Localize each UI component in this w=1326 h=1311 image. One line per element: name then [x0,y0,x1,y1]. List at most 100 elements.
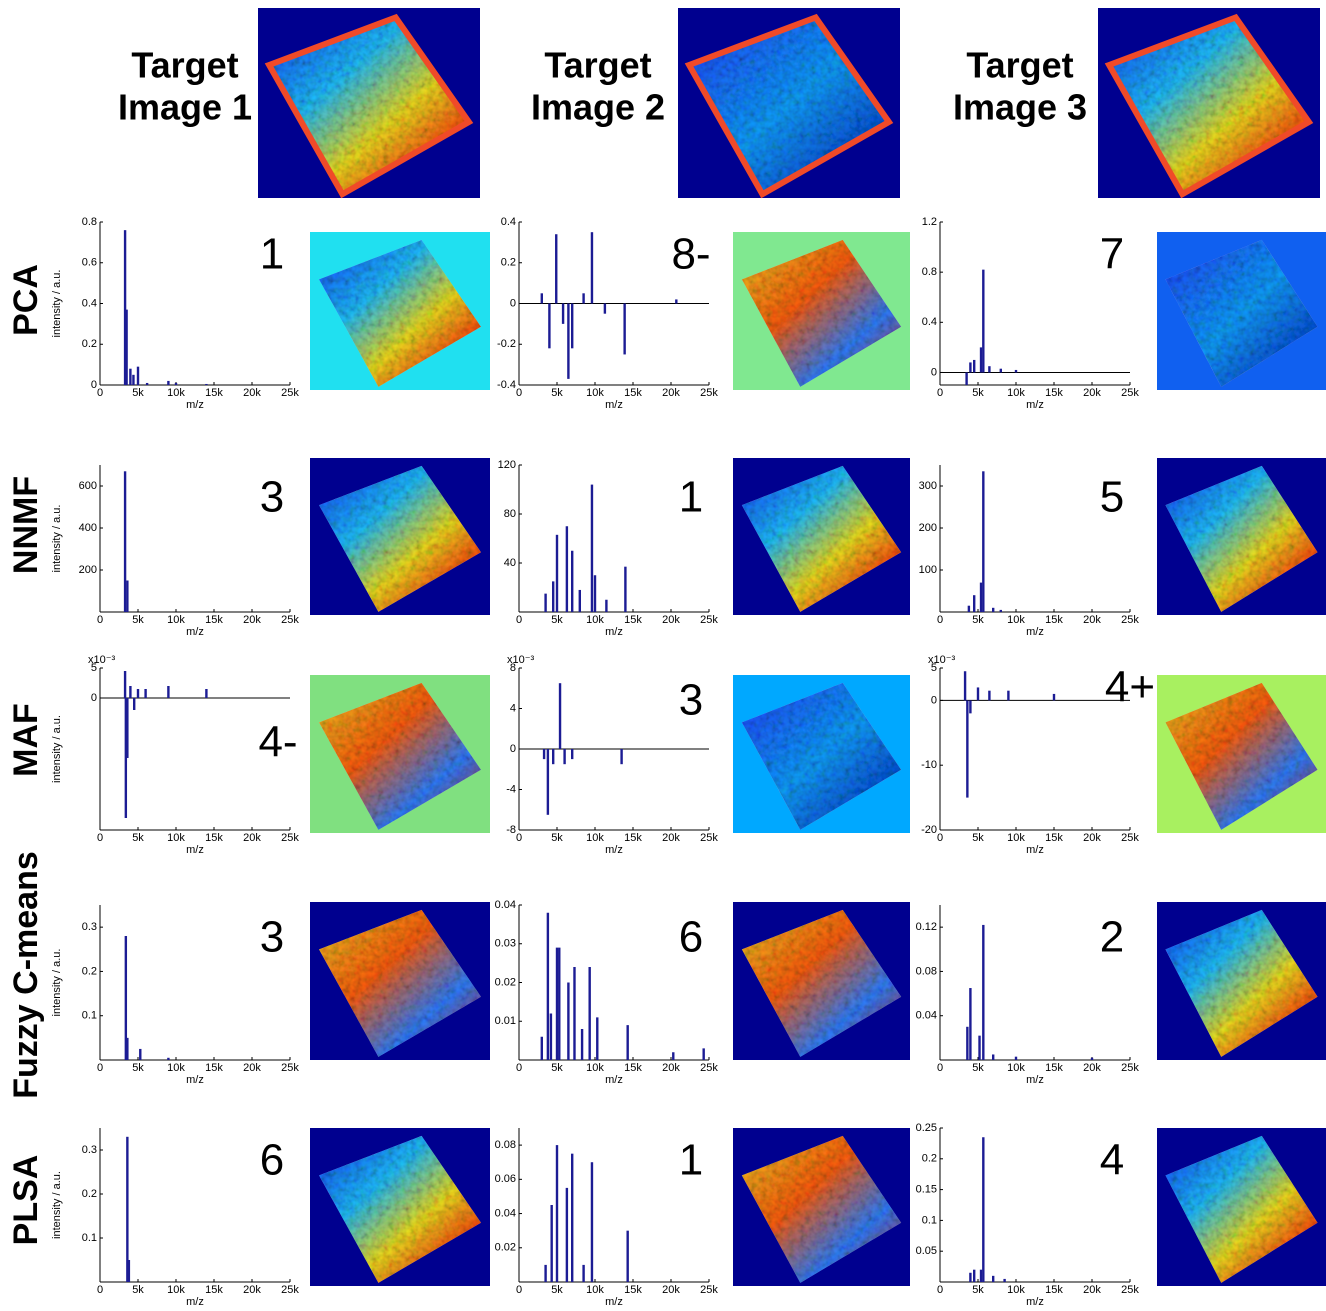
bar [988,366,991,373]
x-tick-label: 25k [281,1284,299,1296]
y-tick-label: 40 [504,557,516,569]
bar [126,1037,129,1060]
bar [563,749,566,765]
x-tick-label: 0 [937,614,943,626]
bar [126,698,129,758]
x-tick-label: 20k [1083,387,1101,399]
x-tick-label: 25k [700,614,718,626]
component-number: 6 [260,1136,284,1185]
bar [702,1048,705,1060]
bar [126,580,129,612]
bar [544,1264,547,1282]
y-tick-label: 0.1 [82,1010,97,1022]
bar [992,1275,995,1282]
y-tick-label: 0.8 [82,216,97,228]
bar [992,607,995,612]
x-tick-label: 10k [586,1284,604,1296]
y-multiplier: x10⁻³ [507,654,535,666]
x-tick-label: 10k [586,832,604,844]
bar [127,1260,131,1282]
y-tick-label: 1.2 [922,216,937,228]
y-tick-label: 5 [931,662,937,674]
component-number: 2 [1100,913,1124,962]
component-number: 1 [260,230,284,279]
bar [129,368,132,385]
bar [136,366,140,385]
row-label: NNMF [7,476,45,574]
heatmap [319,1135,481,1283]
x-tick-label: 15k [624,1062,642,1074]
x-tick-label: 10k [586,614,604,626]
x-tick-label: 5k [972,1062,984,1074]
bar [546,749,550,815]
y-tick-label: 0.05 [916,1245,937,1257]
bar [552,581,555,612]
bar [145,382,149,385]
y-tick-label: 0.08 [916,965,937,977]
x-tick-label: 10k [1007,1062,1025,1074]
y-tick-label: 0.15 [916,1184,937,1196]
x-tick-label: 20k [243,1284,261,1296]
target-title: Image 3 [953,87,1087,128]
y-tick-label: 0.4 [501,216,516,228]
x-tick-label: 25k [1121,1284,1139,1296]
x-tick-label: 10k [167,832,185,844]
x-tick-label: 25k [281,614,299,626]
heatmap [319,465,481,612]
x-tick-label: 25k [700,387,718,399]
y-tick-label: 0.12 [916,921,937,933]
y-tick-label: 0.03 [495,938,516,950]
bar [588,967,591,1060]
heatmap [319,239,481,387]
bar [590,232,594,304]
x-axis-label: m/z [1026,1074,1044,1086]
bar [205,689,208,698]
heatmap [741,909,902,1057]
bar [546,912,550,1060]
x-axis-label: m/z [1026,1296,1044,1308]
bar [973,359,976,373]
x-tick-label: 0 [937,387,943,399]
x-tick-label: 0 [516,614,522,626]
y-tick-label: 0.4 [82,297,97,309]
x-tick-label: 25k [700,1284,718,1296]
y-tick-label: 600 [79,480,97,492]
bar [1014,369,1018,373]
target-title: Target [966,45,1073,86]
x-axis-label: m/z [186,844,204,856]
y-tick-label: 400 [79,522,97,534]
y-tick-label: 0.04 [495,1207,516,1219]
bar [979,582,983,612]
bar [605,599,608,612]
y-tick-label: 0 [510,297,516,309]
bar [174,382,178,385]
x-tick-label: 0 [97,1284,103,1296]
x-tick-label: 20k [662,614,680,626]
bar [969,1272,972,1282]
component-number: 3 [260,913,284,962]
x-tick-label: 25k [281,1062,299,1074]
x-tick-label: 5k [551,387,563,399]
y-axis-label: intensity / a.u. [51,505,63,573]
bar [965,372,968,385]
x-tick-label: 15k [1045,1062,1063,1074]
bar [1003,1278,1006,1282]
x-tick-label: 5k [972,614,984,626]
heatmap [741,1135,902,1283]
region-outline [264,13,474,199]
y-tick-label: 0.02 [495,976,516,988]
x-tick-label: 20k [1083,614,1101,626]
y-tick-label: 4 [510,702,516,714]
y-tick-label: 0.4 [922,316,937,328]
x-axis-label: m/z [186,1296,204,1308]
component-number: 1 [679,1136,703,1185]
bar [982,471,985,612]
bar [582,293,585,304]
x-tick-label: 5k [132,387,144,399]
y-tick-label: 0.6 [82,257,97,269]
x-tick-label: 10k [167,1284,185,1296]
y-tick-label: 0.2 [922,1153,937,1165]
bar [573,967,576,1060]
x-axis-label: m/z [605,1074,623,1086]
bar [967,605,971,612]
